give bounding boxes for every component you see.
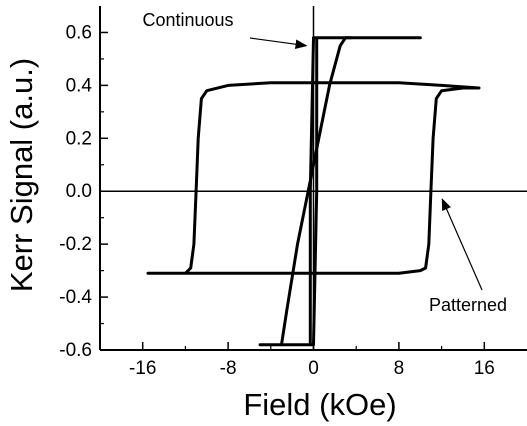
x-axis-title: Field (kOe)	[243, 387, 396, 422]
y-tick-label: -0.4	[59, 287, 92, 308]
x-tick-labels: -16 -8 0 8 16	[129, 358, 495, 379]
y-tick-label: 0.6	[66, 22, 92, 43]
x-tick-label: -16	[129, 358, 156, 379]
y-tick-label: 0.4	[66, 75, 93, 96]
axes-frame	[99, 6, 527, 351]
x-tick-label: 8	[394, 358, 405, 379]
series-line-1	[146, 81, 481, 275]
x-tick-label: -8	[220, 358, 237, 379]
y-tick-label: -0.2	[59, 234, 92, 255]
y-tick-labels: -0.6 -0.4 -0.2 0.0 0.2 0.4 0.6	[59, 22, 92, 361]
y-tick-label: 0.2	[66, 128, 92, 149]
x-tick-label: 0	[308, 358, 319, 379]
series-line-2	[258, 36, 422, 347]
data-series	[146, 36, 481, 347]
annotations: Continuous Patterned	[142, 10, 507, 315]
annotation-continuous-label: Continuous	[142, 10, 233, 30]
annotation-continuous-arrow	[249, 37, 308, 49]
series-line-3	[280, 36, 353, 347]
annotation-patterned-arrow	[441, 198, 483, 291]
x-tick-label: 16	[474, 358, 495, 379]
y-tick-label: 0.0	[66, 181, 92, 202]
y-axis-title: Kerr Signal (a.u.)	[4, 58, 39, 292]
annotation-patterned-label: Patterned	[429, 295, 507, 315]
y-tick-label: -0.6	[59, 340, 92, 361]
